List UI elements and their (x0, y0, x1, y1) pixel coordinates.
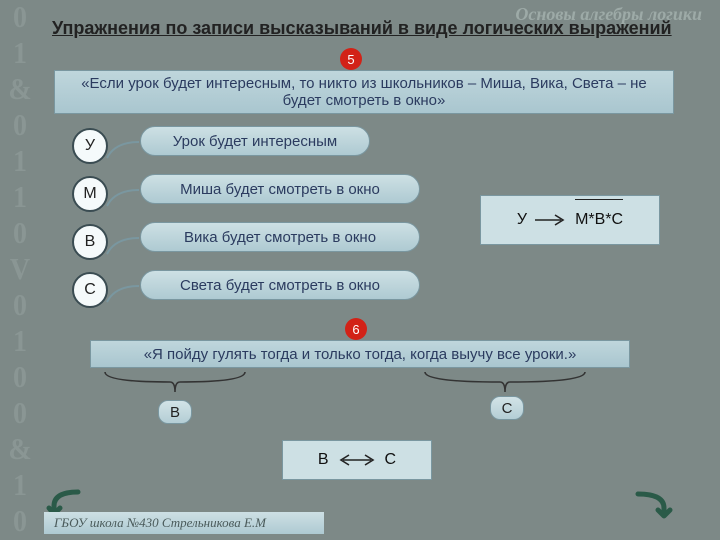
var-definition-s: Света будет смотреть в окно (140, 270, 420, 300)
bg-digit: 0 (13, 507, 27, 538)
var-circle-v: В (72, 224, 108, 260)
var-letter: С (84, 281, 96, 299)
var-definition-text: Света будет смотреть в окно (180, 277, 380, 294)
footer-label: ГБОУ школа №430 Стрельникова Е.М (44, 512, 324, 534)
bg-digit: 1 (13, 471, 27, 502)
exercise-number-5: 5 (340, 48, 362, 70)
callout-tail-icon (105, 186, 145, 208)
var-definition-v: Вика будет смотреть в окно (140, 222, 420, 252)
bg-digit: 1 (13, 327, 27, 358)
formula-6-box: В С (282, 440, 432, 480)
bg-digit: & (8, 435, 31, 466)
bg-digit: 0 (13, 363, 27, 394)
callout-tail-icon (105, 138, 145, 160)
bg-digit: 0 (13, 111, 27, 142)
exercise-number-6: 6 (345, 318, 367, 340)
brace-label-s: С (490, 396, 524, 420)
statement-5: «Если урок будет интересным, то никто из… (54, 70, 674, 114)
curly-brace-icon (100, 368, 250, 398)
var-circle-u: У (72, 128, 108, 164)
var-definition-u: Урок будет интересным (140, 126, 370, 156)
bg-digit: 0 (13, 291, 27, 322)
curly-brace-icon (420, 368, 590, 398)
var-circle-m: М (72, 176, 108, 212)
bg-digit: 1 (13, 39, 27, 70)
next-slide-button[interactable] (632, 490, 676, 524)
var-letter: В (85, 233, 96, 251)
var-circle-s: С (72, 272, 108, 308)
bg-digit: 0 (13, 399, 27, 430)
slide-title: Упражнения по записи высказываний в виде… (52, 18, 672, 39)
var-definition-text: Вика будет смотреть в окно (184, 229, 376, 246)
equivalence-arrow-icon (335, 450, 379, 470)
bg-digit: 0 (13, 219, 27, 250)
callout-tail-icon (105, 282, 145, 304)
bg-digit: 1 (13, 147, 27, 178)
bg-digit: 0 (13, 3, 27, 34)
var-letter: М (83, 185, 96, 203)
implication-arrow-icon (531, 210, 571, 230)
var-definition-text: Урок будет интересным (173, 133, 337, 150)
formula6-left: В (318, 451, 329, 469)
statement-6: «Я пойду гулять тогда и только тогда, ко… (90, 340, 630, 368)
formula-5-box: У М*В*С (480, 195, 660, 245)
bg-digit: 1 (13, 183, 27, 214)
formula6-right: С (385, 451, 397, 469)
callout-tail-icon (105, 234, 145, 256)
bg-digit: V (10, 255, 30, 286)
var-definition-text: Миша будет смотреть в окно (180, 181, 380, 198)
formula5-right: М*В*С (575, 211, 623, 228)
var-letter: У (85, 137, 95, 155)
var-definition-m: Миша будет смотреть в окно (140, 174, 420, 204)
background-digits: 0 1 & 0 1 1 0 V 0 1 0 0 & 1 0 (0, 0, 40, 540)
formula5-left: У (517, 211, 527, 229)
brace-label-v: В (158, 400, 192, 424)
bg-digit: & (8, 75, 31, 106)
